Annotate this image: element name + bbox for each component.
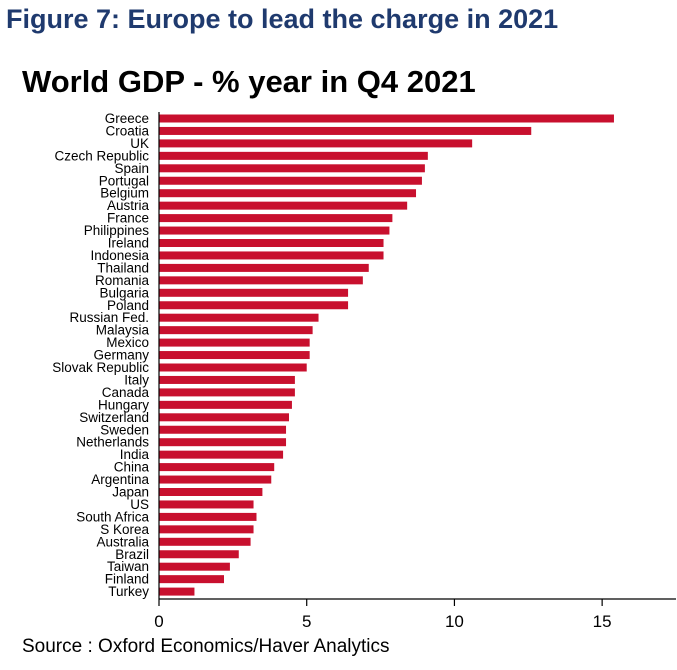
category-label: France: [107, 211, 149, 226]
category-label: Switzerland: [79, 410, 149, 425]
x-ticks: 0 5 10 15: [154, 599, 612, 631]
bar-croatia: [159, 126, 532, 135]
category-label: Bulgaria: [99, 285, 149, 300]
category-label: Australia: [96, 534, 149, 549]
bar-hungary: [159, 400, 292, 409]
bar-portugal: [159, 176, 422, 185]
category-label: Poland: [107, 298, 149, 313]
bar-bulgaria: [159, 288, 349, 297]
category-label: Spain: [114, 161, 149, 176]
x-tick-label: 10: [445, 612, 464, 631]
category-label: Argentina: [91, 472, 149, 487]
bar-russian-fed: [159, 313, 319, 322]
bar-japan: [159, 488, 263, 496]
category-label: Thailand: [97, 260, 149, 275]
category-label: Hungary: [98, 397, 149, 412]
category-label: Austria: [107, 198, 150, 213]
bar-uk: [159, 139, 473, 148]
bar-s-korea: [159, 525, 254, 534]
bar-france: [159, 214, 393, 223]
category-label: S Korea: [100, 522, 149, 537]
bar-thailand: [159, 263, 369, 272]
category-label: Romania: [95, 273, 150, 288]
bar-belgium: [159, 189, 417, 198]
category-label: China: [114, 460, 150, 475]
category-label: Russian Fed.: [69, 310, 149, 325]
chart-title: World GDP - % year in Q4 2021: [22, 64, 476, 99]
category-label: Netherlands: [76, 435, 149, 450]
category-label: Indonesia: [90, 248, 149, 263]
bar-canada: [159, 388, 295, 397]
category-label: Malaysia: [96, 323, 150, 338]
category-label: Greece: [105, 111, 149, 126]
x-tick-label: 15: [593, 612, 612, 631]
category-label: Slovak Republic: [52, 360, 149, 375]
bar-australia: [159, 537, 251, 546]
bar-argentina: [159, 475, 272, 484]
category-label: Philippines: [84, 223, 150, 238]
category-label: Portugal: [99, 173, 149, 188]
category-label: Turkey: [108, 584, 149, 599]
category-label: Canada: [102, 385, 150, 400]
category-label: Sweden: [100, 422, 149, 437]
bar-india: [159, 450, 284, 459]
category-label: Italy: [124, 372, 149, 387]
bar-greece: [159, 114, 614, 123]
bar-philippines: [159, 226, 390, 235]
bar-italy: [159, 375, 295, 384]
category-label: Ireland: [108, 236, 149, 251]
bar-taiwan: [159, 562, 230, 571]
bar-south-africa: [159, 512, 257, 521]
bar-germany: [159, 351, 310, 360]
category-label: UK: [130, 136, 149, 151]
bar-turkey: [159, 587, 195, 596]
bar-netherlands: [159, 438, 287, 447]
bar-romania: [159, 276, 363, 285]
source-note: Source : Oxford Economics/Haver Analytic…: [22, 636, 390, 657]
bar-malaysia: [159, 326, 313, 335]
bar-mexico: [159, 338, 310, 347]
category-label: Taiwan: [107, 559, 149, 574]
bar-indonesia: [159, 251, 384, 260]
bar-poland: [159, 301, 349, 310]
bar-czech-republic: [159, 151, 428, 160]
bar-sweden: [159, 425, 287, 434]
category-label: Japan: [112, 485, 149, 500]
category-label: Belgium: [100, 186, 149, 201]
bar-brazil: [159, 550, 239, 559]
category-label: Brazil: [115, 547, 149, 562]
bar-finland: [159, 575, 224, 584]
x-tick-label: 0: [154, 612, 163, 631]
x-tick-label: 5: [302, 612, 311, 631]
category-label: South Africa: [76, 509, 149, 524]
category-label: US: [130, 497, 149, 512]
bars-group: [159, 114, 614, 596]
bar-austria: [159, 201, 408, 210]
category-label: Croatia: [105, 123, 149, 138]
bar-us: [159, 500, 254, 509]
category-label: India: [120, 447, 150, 462]
figure-title: Figure 7: Europe to lead the charge in 2…: [6, 4, 559, 34]
bar-spain: [159, 164, 425, 173]
category-label: Germany: [93, 348, 149, 363]
category-label: Czech Republic: [54, 148, 149, 163]
category-label: Finland: [105, 572, 149, 587]
bar-ireland: [159, 239, 384, 247]
category-label: Mexico: [106, 335, 149, 350]
bar-china: [159, 463, 275, 472]
bar-switzerland: [159, 413, 289, 422]
bar-slovak-republic: [159, 363, 307, 372]
